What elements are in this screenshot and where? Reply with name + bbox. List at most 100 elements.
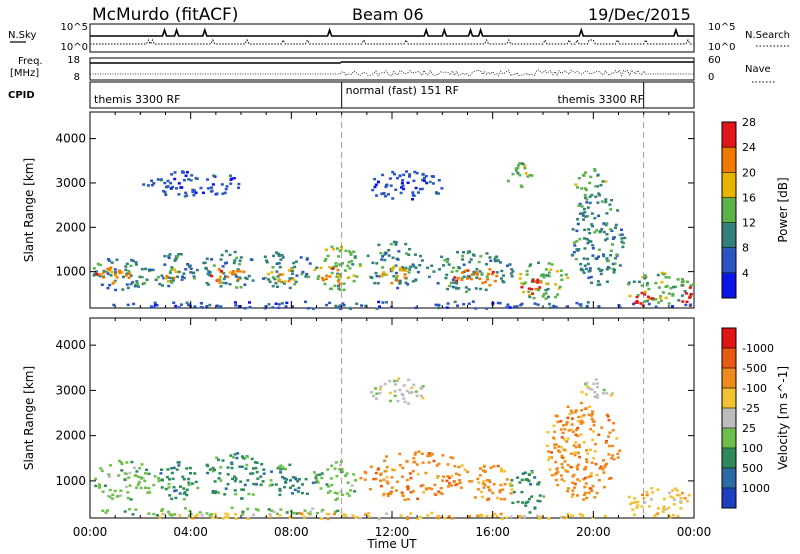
colorbar-swatch	[722, 197, 736, 224]
nave-tick-top: 60	[708, 55, 721, 66]
freq-tick-top: 18	[67, 55, 80, 66]
y-axis-label: Slant Range [km]	[22, 366, 36, 470]
colorbar-swatch	[722, 147, 736, 173]
colorbar-swatch	[722, 122, 736, 148]
colorbar-tick-label: 100	[742, 442, 763, 455]
nave-tick-bottom: 0	[708, 72, 714, 83]
colorbar-tick-label: 4	[742, 267, 749, 280]
time-axis-label: Time UT	[366, 537, 417, 551]
data-blob	[157, 461, 200, 501]
colorbar-tick-label: 1000	[742, 482, 770, 495]
data-blob	[506, 162, 534, 189]
time-tick-label: 16:00	[475, 525, 510, 539]
colorbar-tick-label: 12	[742, 217, 756, 230]
colorbar-swatch	[722, 272, 736, 299]
power-panel: 1000 2000 3000 4000 Slant Range [km] 4 8 12 16 20…	[22, 111, 790, 311]
nsky-label: N.Sky	[8, 30, 36, 41]
time-tick-label: 00:00	[677, 525, 712, 539]
colorbar-swatch	[722, 448, 736, 469]
colorbar-swatch	[722, 488, 736, 509]
colorbar-swatch	[722, 247, 736, 274]
colorbar-tick-label: 500	[742, 462, 763, 475]
data-blob	[268, 463, 319, 497]
time-axis: 00:00 04:00 08:00 12:00 16:00 20:00 00:00	[73, 525, 712, 539]
colorbar-tick-label: 8	[742, 242, 749, 255]
nsky-tick-bottom: 10^0	[61, 42, 88, 53]
nsky-trace	[90, 27, 694, 37]
colorbar-swatch	[722, 222, 736, 249]
colorbar-swatch	[722, 388, 736, 409]
nsearch-tick-bottom: 10^0	[708, 42, 735, 53]
y-tick-label: 1000	[55, 474, 86, 488]
nsearch-trace	[90, 38, 694, 46]
data-blob	[426, 250, 515, 293]
colorbar-tick-label: 25	[742, 422, 756, 435]
data-blob	[545, 401, 622, 501]
data-blob	[453, 268, 499, 287]
y-tick-label: 4000	[55, 338, 86, 352]
time-tick-label: 04:00	[173, 525, 208, 539]
nsearch-tick-top: 10^5	[708, 22, 735, 33]
cpid-label: CPID	[8, 90, 35, 101]
data-blob	[627, 487, 691, 515]
freq-panel: Freq. [MHz] 18 8 60 0 Nave	[10, 55, 776, 83]
nave-trace	[90, 69, 694, 77]
data-blob	[267, 267, 296, 283]
data-blob	[210, 268, 246, 284]
colorbar-tick-label: -500	[742, 362, 767, 375]
colorbar-swatch	[722, 328, 736, 349]
freq-unit: [MHz]	[10, 68, 39, 79]
y-tick-label: 3000	[55, 383, 86, 397]
nsky-tick-top: 10^5	[61, 22, 88, 33]
colorbar-label: Velocity [m s^-1]	[776, 366, 790, 470]
y-tick-label: 2000	[55, 429, 86, 443]
cpid-segment-label: normal (fast) 151 RF	[346, 84, 459, 97]
y-tick-label: 3000	[55, 176, 86, 190]
data-blob	[359, 450, 470, 501]
data-blob	[158, 511, 680, 521]
nsky-panel: N.Sky 10^5 10^0 10^5 10^0 N.Search	[8, 22, 790, 53]
cpid-panel: CPID themis 3300 RF normal (fast) 151 RF t…	[8, 81, 695, 109]
colorbar-tick-label: 20	[742, 166, 756, 179]
nave-label: Nave	[745, 64, 771, 75]
beam-title: Beam 06	[352, 5, 424, 24]
colorbar-tick-label: 24	[742, 141, 756, 154]
colorbar-tick-label: -25	[742, 402, 760, 415]
y-tick-label: 4000	[55, 132, 86, 146]
data-blob	[510, 469, 546, 514]
time-tick-label: 12:00	[375, 525, 410, 539]
data-blob	[150, 253, 196, 288]
cpid-segment-label: themis 3300 RF	[94, 93, 181, 106]
colorbar-swatch	[722, 468, 736, 489]
time-tick-label: 20:00	[576, 525, 611, 539]
y-tick-label: 1000	[55, 265, 86, 279]
freq-label: Freq.	[18, 56, 43, 67]
colorbar-tick-label: 28	[742, 116, 756, 129]
colorbar-tick-label: 16	[742, 191, 756, 204]
velocity-panel: 1000 2000 3000 4000 Slant Range [km] 1000 500 1…	[22, 317, 790, 521]
data-blob	[112, 300, 693, 311]
freq-trace	[90, 61, 694, 64]
colorbar-swatch	[722, 368, 736, 389]
data-blob	[313, 245, 362, 292]
colorbar-label: Power [dB]	[776, 177, 790, 242]
date-title: 19/Dec/2015	[588, 5, 691, 24]
data-blob	[195, 249, 255, 289]
data-blob	[580, 378, 614, 399]
data-blob	[468, 464, 514, 502]
data-blob	[574, 168, 608, 198]
colorbar-swatch	[722, 172, 736, 198]
data-blob	[320, 267, 342, 286]
colorbar-tick-label: -1000	[742, 342, 774, 355]
colorbar-swatch	[722, 408, 736, 429]
station-title: McMurdo (fitACF)	[92, 5, 238, 25]
data-blob	[261, 251, 312, 290]
plot-area	[89, 111, 695, 309]
data-blob	[520, 278, 543, 295]
data-blob	[570, 192, 627, 287]
cpid-segment-label: themis 3300 RF	[557, 93, 644, 106]
colorbar-frame	[721, 327, 737, 509]
data-blob	[205, 452, 266, 500]
freq-tick-bottom: 8	[74, 72, 80, 83]
